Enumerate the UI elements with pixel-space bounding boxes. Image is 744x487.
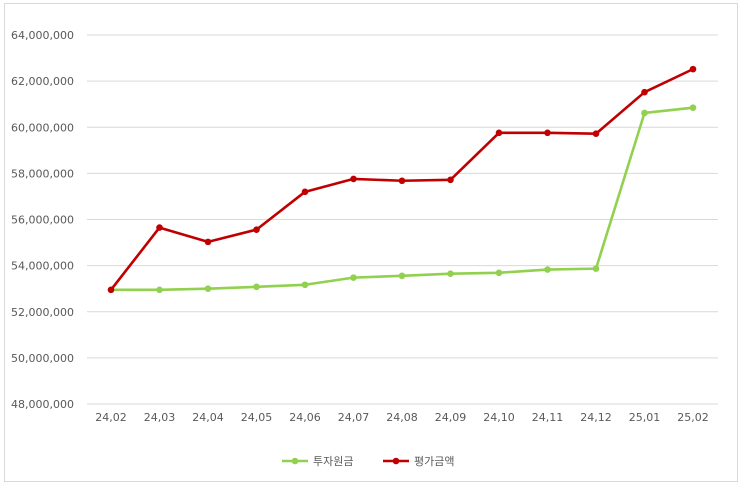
y-tick-label: 58,000,000 bbox=[11, 167, 74, 180]
y-tick-label: 54,000,000 bbox=[11, 260, 74, 273]
x-tick-label: 24,05 bbox=[241, 411, 273, 424]
legend-swatch-marker bbox=[291, 457, 299, 465]
data-point bbox=[156, 286, 163, 294]
legend: 투자원금 평가금액 bbox=[282, 455, 454, 468]
data-point bbox=[204, 285, 212, 292]
y-tick-label: 52,000,000 bbox=[11, 306, 74, 319]
data-point bbox=[641, 109, 648, 117]
data-point bbox=[107, 286, 115, 294]
data-point bbox=[689, 65, 697, 73]
x-tick-label: 25,02 bbox=[677, 411, 709, 424]
data-point bbox=[544, 129, 551, 137]
data-point bbox=[204, 238, 212, 246]
x-tick-label: 24,06 bbox=[289, 411, 321, 424]
data-point bbox=[301, 281, 309, 289]
series-line-0 bbox=[111, 106, 694, 292]
y-tick-label: 56,000,000 bbox=[11, 214, 74, 227]
data-point bbox=[447, 176, 454, 184]
x-tick-label: 24,03 bbox=[144, 411, 176, 424]
data-point bbox=[592, 265, 600, 272]
y-tick-label: 50,000,000 bbox=[11, 352, 74, 365]
y-tick-label: 60,000,000 bbox=[11, 121, 74, 134]
x-tick-label: 24,09 bbox=[435, 411, 467, 424]
y-tick-label: 64,000,000 bbox=[11, 29, 74, 42]
data-point bbox=[253, 283, 260, 291]
data-point bbox=[641, 88, 648, 96]
data-point bbox=[447, 270, 454, 277]
data-point bbox=[156, 224, 163, 231]
x-tick-label: 24,02 bbox=[95, 411, 127, 424]
y-tick-label: 48,000,000 bbox=[11, 398, 74, 411]
y-axis-tick-labels: 48,000,000 50,000,000 52,000,000 54,000,000… bbox=[11, 29, 74, 411]
y-tick-label: 62,000,000 bbox=[11, 75, 74, 88]
x-tick-label: 24,04 bbox=[192, 411, 224, 424]
data-point bbox=[592, 130, 600, 138]
x-tick-label: 25,01 bbox=[629, 411, 661, 424]
data-point bbox=[689, 104, 697, 111]
data-point bbox=[350, 274, 357, 281]
data-point bbox=[495, 129, 503, 137]
x-tick-label: 24,07 bbox=[338, 411, 370, 424]
series-lines bbox=[107, 65, 697, 294]
x-tick-label: 24,08 bbox=[386, 411, 418, 424]
x-axis-tick-labels: 24,02 24,03 24,04 24,05 24,06 24,07 24,08 24,09… bbox=[95, 411, 709, 424]
data-point bbox=[544, 266, 551, 273]
data-point bbox=[301, 188, 309, 196]
data-point bbox=[398, 272, 406, 280]
data-point bbox=[350, 175, 357, 183]
gridlines bbox=[87, 34, 718, 405]
x-tick-label: 24,12 bbox=[580, 411, 612, 424]
legend-label: 평가금액 bbox=[414, 455, 454, 468]
legend-swatch-marker bbox=[392, 457, 400, 465]
data-point bbox=[253, 226, 260, 233]
chart-frame bbox=[4, 3, 738, 482]
data-point bbox=[495, 269, 503, 277]
x-tick-label: 24,10 bbox=[483, 411, 515, 424]
legend-label: 투자원금 bbox=[313, 455, 353, 468]
x-tick-label: 24,11 bbox=[532, 411, 564, 424]
data-point bbox=[398, 177, 406, 185]
